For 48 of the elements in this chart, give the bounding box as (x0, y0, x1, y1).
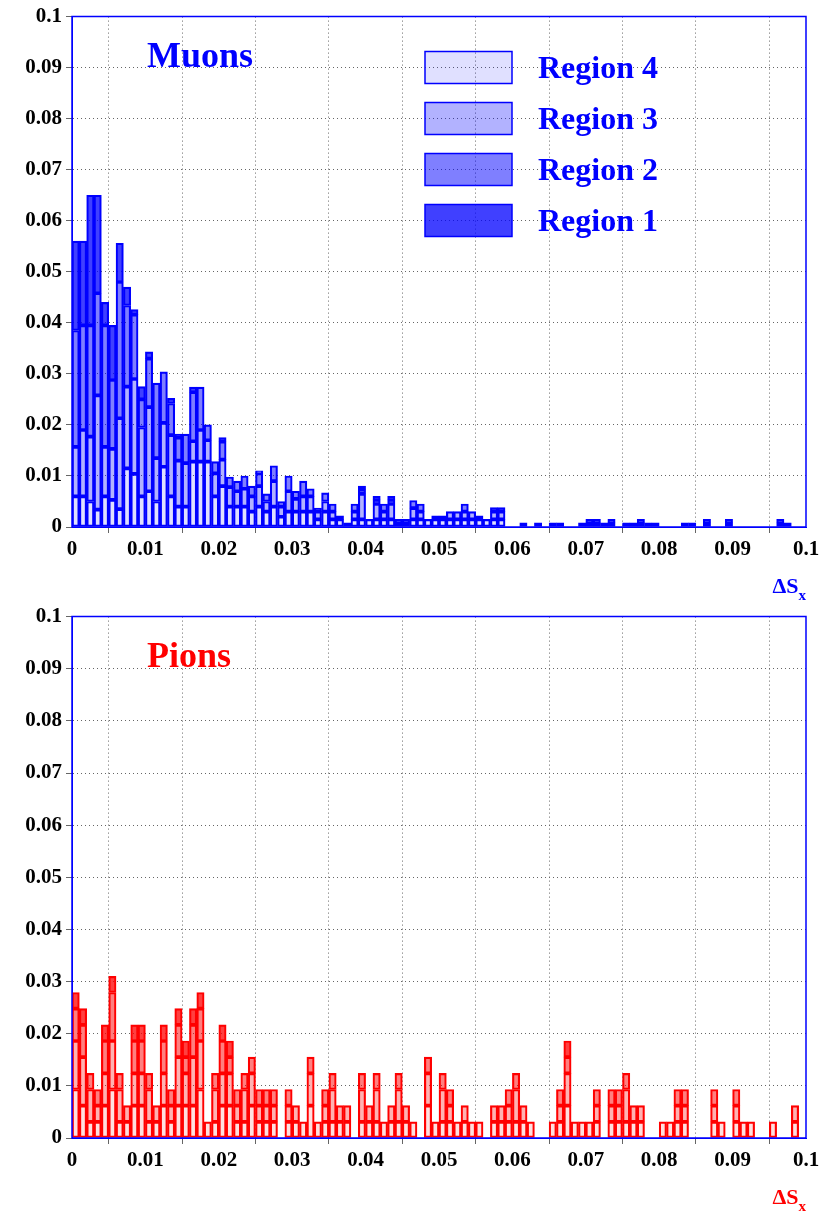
x-tick-label: 0.06 (494, 1147, 531, 1172)
text: Muons (147, 34, 254, 75)
x-tick-label: 0.08 (640, 1147, 678, 1172)
y-tick-label: 0.03 (25, 360, 62, 385)
y-tick-label: 0.1 (35, 3, 62, 28)
y-tick-label: 0.07 (25, 759, 62, 784)
x-tick-label: 0.06 (494, 536, 531, 561)
y-tick-label: 0.08 (25, 105, 62, 130)
y-tick-label: 0.09 (25, 655, 62, 680)
y-tick-label: 0.05 (25, 863, 62, 888)
y-tick-label: 0.07 (25, 156, 62, 181)
x-tick-label: 0.04 (347, 536, 385, 561)
y-tick-label: 0.1 (35, 603, 62, 628)
x-tick-label: 0.01 (127, 1147, 164, 1172)
y-tick-label: 0.02 (25, 411, 62, 436)
legend-label: Region 4 (538, 48, 658, 85)
y-tick-label: 0.06 (25, 811, 62, 836)
text: Pions (147, 634, 232, 675)
y-tick-label: 0.04 (25, 309, 63, 334)
x-tick-label: 0.09 (714, 1147, 751, 1172)
y-tick-label: 0.02 (25, 1020, 62, 1045)
y-tick-label: 0.05 (25, 258, 62, 283)
x-tick-label: 0.01 (127, 536, 164, 561)
legend-label: Region 2 (538, 150, 658, 187)
x-tick-label: 0.02 (200, 1147, 238, 1172)
y-tick-label: 0.01 (25, 462, 62, 487)
y-tick-label: 0.09 (25, 54, 62, 79)
x-tick-label: 0.02 (200, 536, 238, 561)
legend-label: Region 3 (538, 99, 658, 136)
x-tick-label: 0.05 (420, 1147, 458, 1172)
x-tick-label: 0.05 (420, 536, 458, 561)
x-tick-label: 0.03 (273, 1147, 311, 1172)
x-tick-label: 0.03 (273, 536, 311, 561)
x-tick-label: 0.1 (792, 536, 820, 561)
x-tick-label: 0.04 (347, 1147, 385, 1172)
y-tick-label: 0 (51, 513, 62, 538)
x-tick-label: 0.08 (640, 536, 678, 561)
y-tick-label: 0.01 (25, 1072, 62, 1097)
y-tick-label: 0 (51, 1124, 62, 1149)
x-tick-label: 0.1 (792, 1147, 820, 1172)
x-tick-label: 0.07 (567, 536, 605, 561)
x-tick-label: 0.09 (714, 536, 751, 561)
y-tick-label: 0.06 (25, 207, 62, 232)
x-tick-label: 0.07 (567, 1147, 605, 1172)
legend-label: Region 1 (538, 201, 658, 238)
y-tick-label: 0.08 (25, 707, 62, 732)
y-tick-label: 0.04 (25, 915, 63, 940)
y-tick-label: 0.03 (25, 968, 62, 992)
